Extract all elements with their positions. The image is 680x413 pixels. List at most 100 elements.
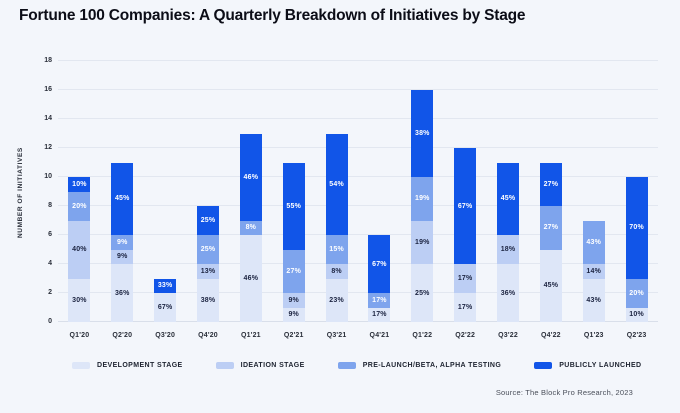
category-slot: 38% 13% 25% 25% Q4'20 <box>187 61 230 339</box>
gridline <box>58 292 658 293</box>
y-axis-tick: 12 <box>44 143 52 151</box>
category-slot: 43% 14% 43% Q1'23 <box>572 61 615 339</box>
bar-segment: 10% <box>68 177 91 192</box>
segment-percent-label: 67% <box>372 260 387 268</box>
x-axis-tick-label: Q2'22 <box>455 332 476 339</box>
legend-item: DEVELOPMENT STAGE <box>72 362 183 369</box>
bar-segment: 46% <box>239 133 262 221</box>
bar-segment: 20% <box>68 191 91 221</box>
gridline <box>58 234 658 235</box>
segment-percent-label: 25% <box>414 289 430 297</box>
x-axis-tick-label: Q1'22 <box>412 332 433 339</box>
segment-percent-label: 36% <box>114 289 130 297</box>
chart-title: Fortune 100 Companies: A Quarterly Break… <box>19 7 526 24</box>
segment-percent-label: 67% <box>457 202 473 210</box>
segment-percent-label: 10% <box>629 311 644 319</box>
x-axis-tick-label: Q2'20 <box>112 332 133 339</box>
segment-percent-label: 17% <box>457 304 473 311</box>
stacked-bar: 46% 8% 46% <box>239 133 262 322</box>
x-axis-tick-label: Q4'22 <box>540 332 561 339</box>
source-note: Source: The Block Pro Research, 2023 <box>495 388 633 397</box>
stacked-bar: 36% 9% 9% 45% <box>111 162 134 322</box>
bar-segment: 25% <box>411 264 434 322</box>
legend-label: DEVELOPMENT STAGE <box>97 362 183 369</box>
segment-percent-label: 67% <box>157 304 173 311</box>
bar-segment: 43% <box>582 278 605 322</box>
bars-container: 30% 40% 20% 10% Q1'20 36% 9% 9% 45% Q2'20 67% 33% Q3… <box>58 61 658 339</box>
bar-segment: 20% <box>625 278 648 308</box>
segment-percent-label: 40% <box>72 246 87 253</box>
segment-percent-label: 36% <box>500 289 516 297</box>
bar-segment: 19% <box>411 220 434 264</box>
segment-percent-label: 23% <box>329 296 344 304</box>
stacked-bar: 10% 20% 70% <box>625 177 648 322</box>
bar-segment: 30% <box>68 278 91 322</box>
bar-segment: 38% <box>197 278 219 322</box>
x-axis-tick-label: Q3'22 <box>498 332 518 339</box>
x-axis-tick-label: Q3'21 <box>326 332 347 339</box>
stacked-bar: 67% 33% <box>154 278 177 322</box>
bar-segment: 8% <box>239 220 262 235</box>
legend-label: PUBLICLY LAUNCHED <box>559 362 642 369</box>
gridline <box>58 118 658 119</box>
bar-segment: 17% <box>368 307 391 322</box>
segment-percent-label: 10% <box>72 180 87 188</box>
x-axis-tick-label: Q3'20 <box>155 332 176 339</box>
legend-item: PUBLICLY LAUNCHED <box>534 362 641 369</box>
segment-percent-label: 25% <box>200 246 216 253</box>
bar-segment: 25% <box>197 235 219 264</box>
bar-segment: 33% <box>154 278 177 293</box>
stacked-bar: 25% 19% 19% 38% <box>411 90 434 322</box>
bar-segment: 17% <box>454 293 477 322</box>
segment-percent-label: 17% <box>372 296 387 304</box>
segment-percent-label: 70% <box>629 224 644 232</box>
bar-segment: 9% <box>282 307 305 322</box>
legend-label: IDEATION STAGE <box>240 362 305 369</box>
bar-segment: 46% <box>239 235 262 322</box>
bar-segment: 67% <box>368 235 391 293</box>
bar-segment: 36% <box>111 264 134 322</box>
y-axis-tick: 8 <box>48 201 52 209</box>
stacked-bar: 9% 9% 27% 55% <box>282 162 305 322</box>
x-axis-tick-label: Q4'21 <box>369 332 390 339</box>
category-slot: 30% 40% 20% 10% Q1'20 <box>58 61 101 339</box>
segment-percent-label: 38% <box>414 130 430 137</box>
segment-percent-label: 19% <box>414 238 430 246</box>
bar-segment: 17% <box>454 264 477 293</box>
stacked-bar: 17% 17% 67% <box>454 148 477 322</box>
bar-segment: 55% <box>282 162 305 250</box>
x-axis-tick-label: Q2'21 <box>283 332 304 339</box>
bar-segment: 70% <box>625 177 648 279</box>
segment-percent-label: 30% <box>72 296 87 304</box>
bar-segment: 36% <box>497 264 520 322</box>
segment-percent-label: 45% <box>500 195 516 203</box>
bar-segment: 25% <box>197 206 219 235</box>
segment-percent-label: 17% <box>372 311 387 319</box>
category-slot: 17% 17% 67% Q2'22 <box>444 61 487 339</box>
bar-segment: 27% <box>539 206 562 250</box>
gridline <box>58 147 658 148</box>
segment-percent-label: 43% <box>586 296 602 304</box>
segment-percent-label: 9% <box>288 296 299 304</box>
segment-percent-label: 17% <box>457 275 473 282</box>
category-slot: 45% 27% 27% Q4'22 <box>529 61 572 339</box>
bar-segment: 17% <box>368 293 391 308</box>
segment-percent-label: 46% <box>243 275 259 282</box>
segment-percent-label: 45% <box>114 195 130 203</box>
x-axis-tick-label: Q1'21 <box>240 332 261 339</box>
bar-segment: 10% <box>625 307 648 322</box>
y-axis-tick: 18 <box>44 56 52 64</box>
category-slot: 46% 8% 46% Q1'21 <box>229 61 272 339</box>
y-axis-label: NUMBER OF INITIATIVES <box>17 147 24 238</box>
stacked-bar: 45% 27% 27% <box>539 162 562 322</box>
y-axis-tick: 14 <box>44 114 52 122</box>
category-slot: 23% 8% 15% 54% Q3'21 <box>315 61 358 339</box>
y-axis-tick: 2 <box>48 288 52 296</box>
segment-percent-label: 13% <box>200 267 216 275</box>
legend: DEVELOPMENT STAGE IDEATION STAGE PRE-LAUNC… <box>72 362 642 369</box>
bar-segment: 27% <box>282 249 305 293</box>
bar-segment: 9% <box>282 293 305 308</box>
segment-percent-label: 27% <box>543 224 559 232</box>
y-axis-tick: 16 <box>44 85 52 93</box>
bar-segment: 9% <box>111 249 134 264</box>
